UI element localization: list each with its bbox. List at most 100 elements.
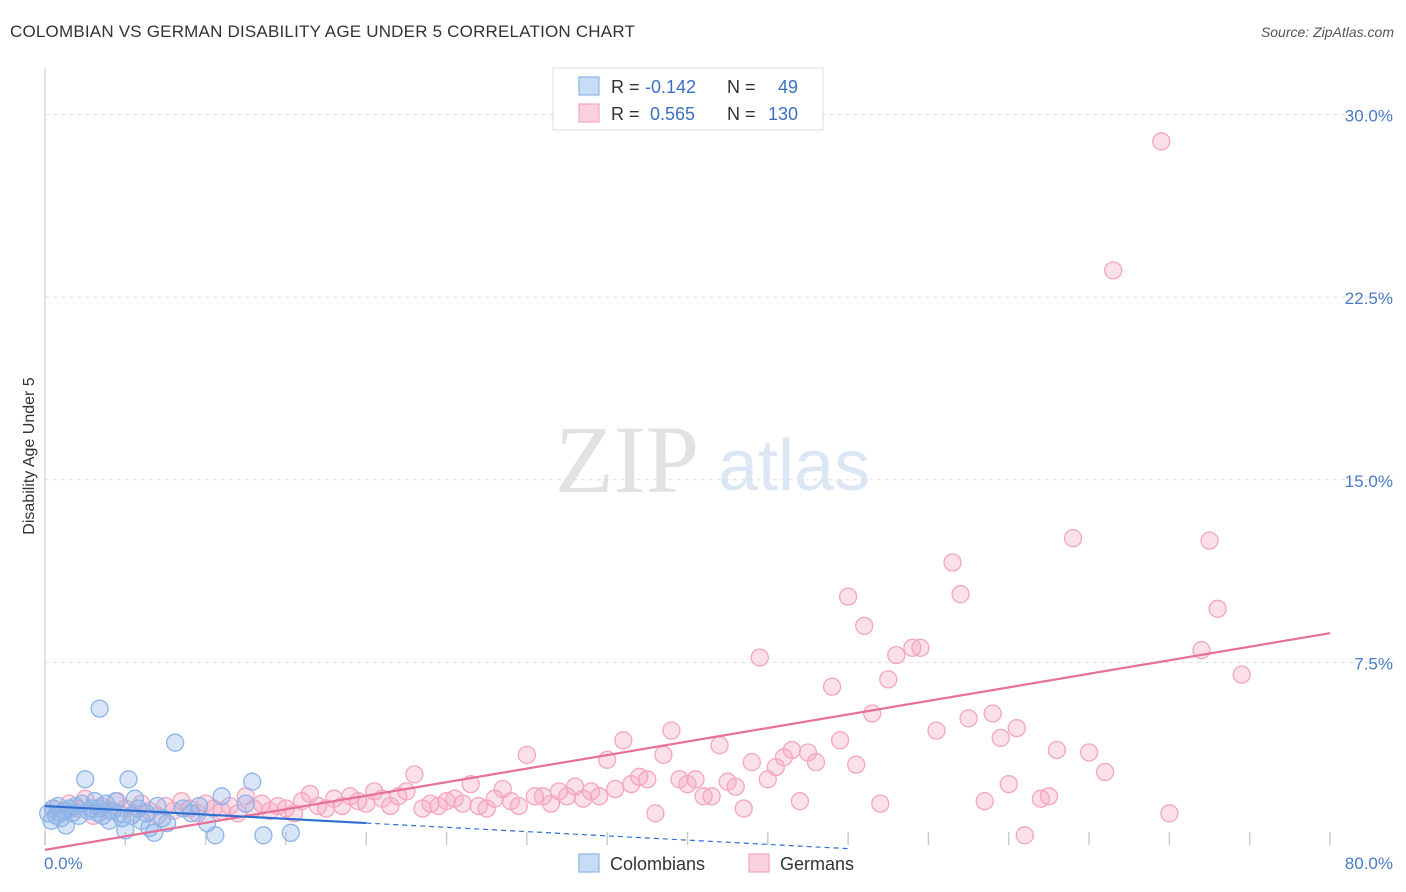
trend-line-germans — [44, 632, 1331, 851]
germans-point — [887, 645, 906, 665]
germans-point — [1007, 718, 1026, 738]
germans-point — [999, 774, 1018, 794]
germans-point — [1160, 804, 1179, 823]
germans-point — [726, 777, 745, 796]
series-germans — [43, 132, 1251, 845]
x-tick-label-min: 0.0% — [44, 854, 83, 873]
bottom-legend-swatch-colombians — [578, 853, 600, 873]
germans-point — [822, 677, 842, 696]
x-tick-label-max: 80.0% — [1345, 854, 1393, 873]
germans-point — [606, 779, 625, 799]
grid — [45, 114, 1393, 663]
germans-point — [453, 794, 472, 813]
germans-point — [397, 782, 416, 801]
germans-point — [782, 740, 802, 760]
colombians-point — [206, 826, 225, 845]
trend-line-colombians — [44, 804, 367, 825]
x-axis-ticks — [44, 832, 1331, 845]
colombians-point — [157, 813, 177, 833]
colombians-point — [281, 823, 300, 842]
colombians-point — [243, 772, 262, 791]
legend-r-value: -0.142 — [645, 77, 696, 97]
legend-r-label: R = — [611, 77, 640, 97]
stats-legend: R = -0.142 N = 49 R = 0.565 N = 130 — [552, 67, 824, 131]
germans-point — [1079, 743, 1099, 762]
y-tick-label: 15.0% — [1345, 472, 1393, 491]
germans-point — [710, 736, 729, 755]
germans-point — [686, 770, 705, 789]
germans-point — [646, 804, 665, 823]
y-tick-label: 7.5% — [1354, 654, 1393, 673]
germans-point — [1047, 740, 1067, 760]
y-tick-labels: 7.5% 15.0% 22.5% 30.0% — [1345, 107, 1393, 674]
y-tick-label: 22.5% — [1345, 289, 1393, 308]
germans-point — [517, 745, 537, 765]
watermark-zip: ZIP — [555, 406, 699, 513]
y-tick-label: 30.0% — [1345, 107, 1393, 126]
germans-point — [943, 553, 962, 572]
germans-point — [863, 704, 882, 723]
legend-n-value: 130 — [768, 104, 798, 124]
germans-point — [959, 709, 978, 728]
germans-point — [1200, 531, 1219, 550]
legend-n-label: N = — [727, 77, 756, 97]
bottom-legend-label-colombians: Colombians — [610, 854, 705, 874]
germans-point — [734, 799, 753, 818]
colombians-point — [76, 770, 95, 789]
legend-swatch-colombians — [578, 76, 600, 96]
chart-source: Source: ZipAtlas.com — [1260, 24, 1394, 40]
germans-point — [1208, 599, 1227, 618]
series-legend: Colombians Germans — [578, 853, 854, 874]
legend-swatch-germans — [578, 103, 600, 123]
colombians-point — [236, 794, 255, 813]
germans-point — [654, 745, 673, 765]
germans-point — [855, 616, 874, 636]
germans-point — [614, 731, 633, 750]
bottom-legend-swatch-germans — [748, 853, 770, 873]
germans-point — [806, 753, 826, 772]
germans-point — [1104, 261, 1123, 280]
germans-point — [951, 585, 970, 604]
germans-point — [790, 792, 810, 811]
germans-point — [638, 770, 657, 789]
colombians-point — [119, 770, 138, 789]
germans-point — [1039, 787, 1059, 806]
colombians-point — [254, 826, 273, 845]
germans-point — [1152, 132, 1171, 151]
germans-point — [1063, 529, 1083, 548]
germans-point — [742, 753, 761, 772]
germans-point — [590, 787, 609, 806]
bottom-legend-label-germans: Germans — [780, 854, 854, 874]
germans-point — [871, 794, 890, 813]
germans-point — [702, 787, 721, 806]
colombians-point — [165, 733, 185, 752]
germans-point — [1095, 762, 1115, 782]
chart-title: COLOMBIAN VS GERMAN DISABILITY AGE UNDER… — [10, 22, 636, 41]
watermark-atlas: atlas — [718, 426, 870, 506]
colombians-point — [212, 787, 231, 806]
germans-point — [750, 648, 769, 667]
germans-point — [662, 721, 681, 740]
legend-n-value: 49 — [778, 77, 798, 97]
y-axis-label: Disability Age Under 5 — [21, 377, 38, 535]
colombians-point — [190, 796, 209, 816]
colombians-point — [125, 789, 145, 808]
germans-point — [879, 670, 898, 689]
germans-point — [830, 731, 850, 750]
legend-r-value: 0.565 — [650, 104, 695, 124]
germans-point — [405, 765, 424, 784]
germans-point — [1232, 665, 1251, 684]
colombians-point — [90, 699, 109, 718]
germans-point — [975, 792, 994, 811]
germans-point — [509, 796, 528, 816]
legend-n-label: N = — [727, 104, 756, 124]
germans-point — [1015, 826, 1034, 845]
germans-point — [927, 721, 946, 740]
germans-point — [983, 704, 1002, 723]
germans-point — [991, 728, 1010, 748]
germans-point — [847, 755, 866, 774]
series-colombians — [39, 699, 300, 845]
trend-lines — [44, 632, 1331, 851]
germans-point — [838, 587, 858, 606]
